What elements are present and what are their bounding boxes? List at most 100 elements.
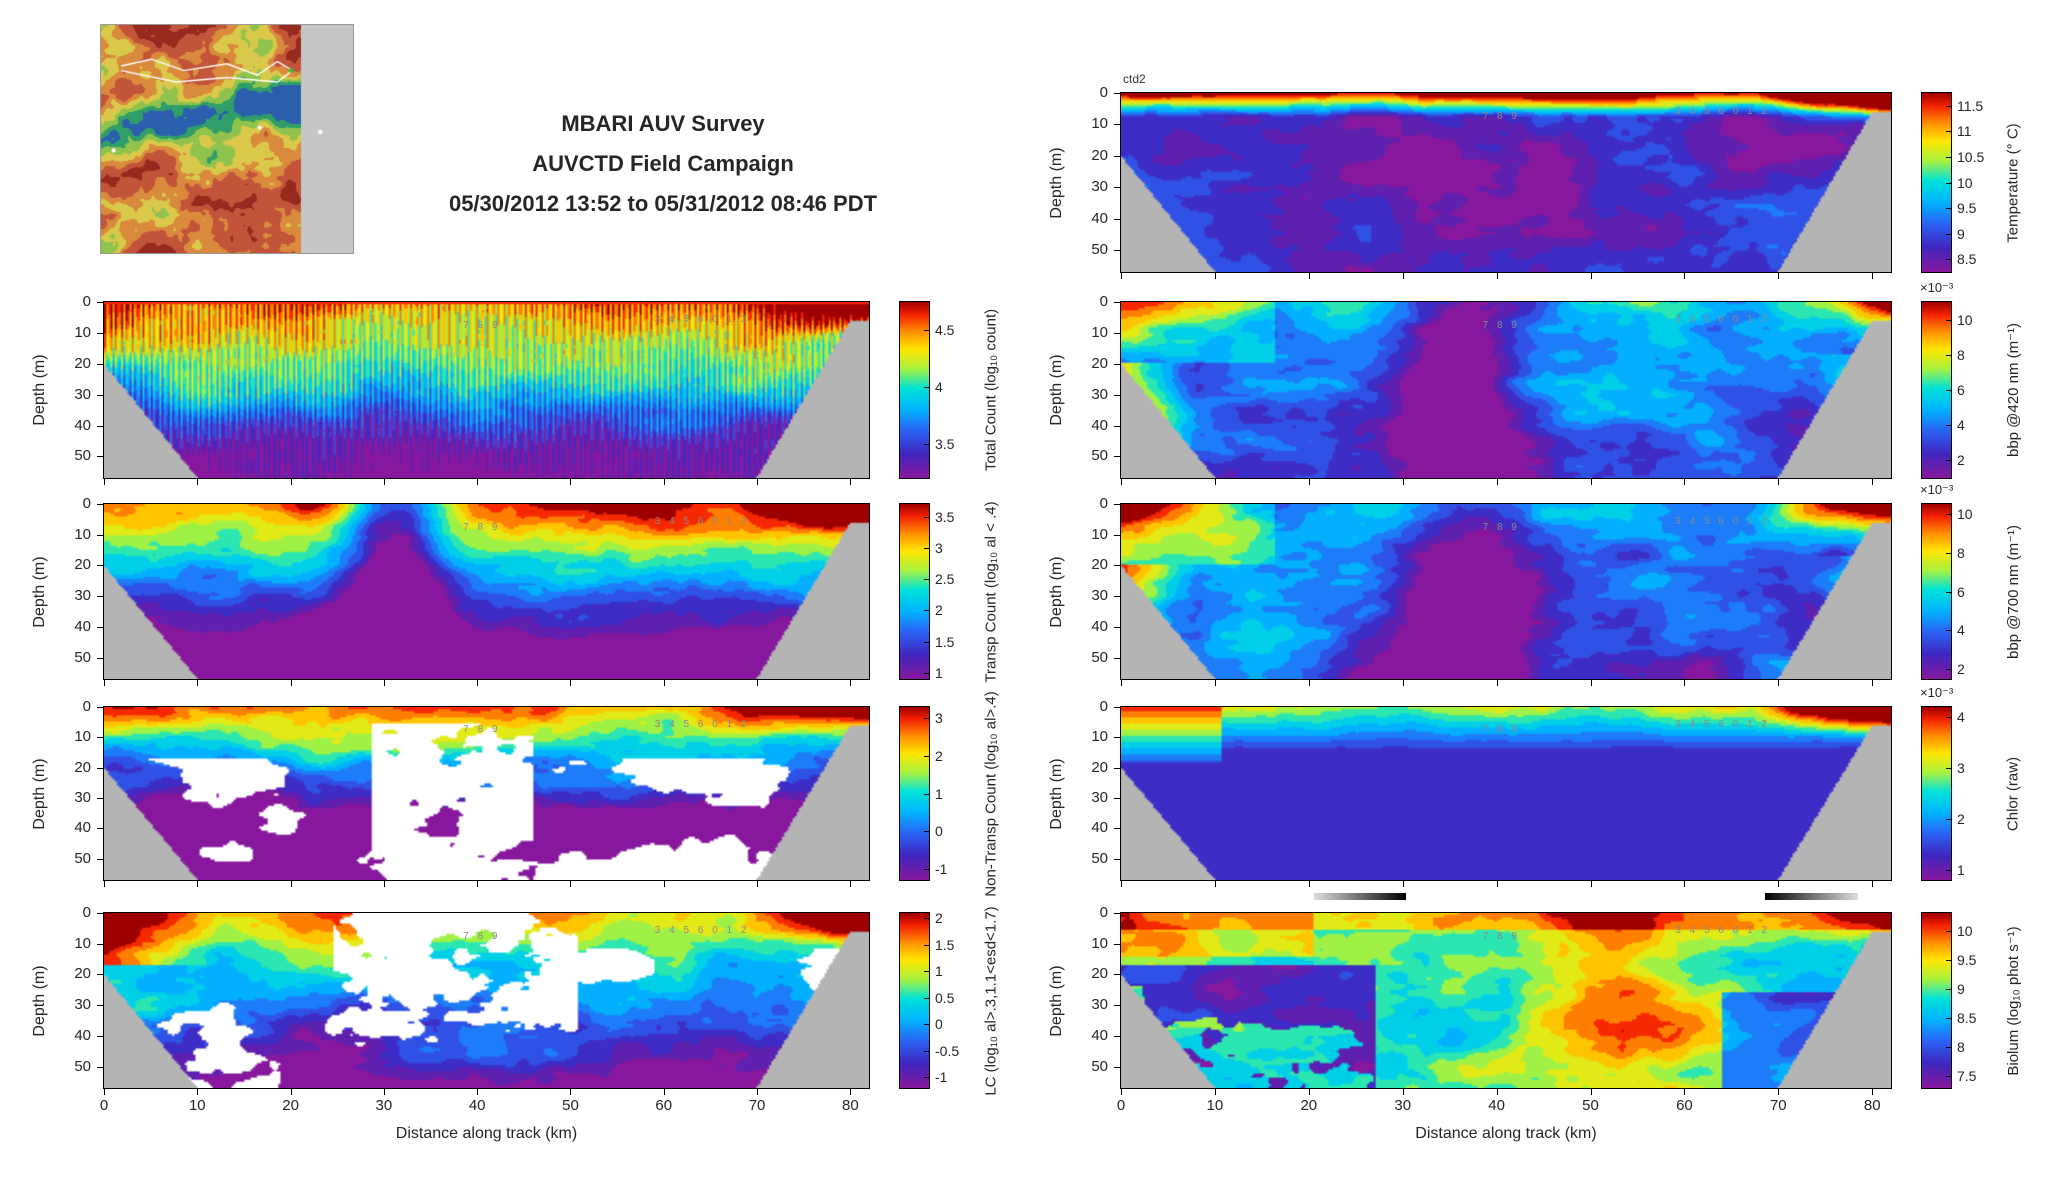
y-tick-mark	[1114, 565, 1120, 567]
y-tick-mark	[1114, 596, 1120, 598]
y-axis-label-nontransp_count: Depth (m)	[31, 757, 48, 830]
colorbar-tick-mark	[924, 831, 929, 833]
y-tick-mark	[1114, 1066, 1120, 1068]
y-tick-label: 30	[1091, 587, 1108, 605]
y-tick-label: 0	[1099, 904, 1108, 921]
y-tick-mark	[1114, 155, 1120, 157]
y-tick-label: 30	[74, 996, 91, 1014]
x-tick-mark	[104, 479, 105, 485]
y-tick-label: 10	[1091, 115, 1108, 133]
x-tick-mark	[850, 680, 852, 686]
colorbar-tick-label: 3	[1957, 760, 1965, 777]
y-tick-label: 50	[1091, 1057, 1108, 1075]
x-tick-mark	[1590, 881, 1592, 887]
y-tick-mark	[1114, 332, 1120, 334]
y-tick-mark	[97, 332, 103, 334]
waypoint-labels-mid: 7 8 9	[1482, 110, 1520, 122]
x-tick-label: 80	[1863, 1097, 1881, 1114]
y-tick-label: 20	[74, 354, 91, 372]
panel-bbp700	[1120, 503, 1892, 680]
x-tick-label: 80	[841, 1097, 859, 1114]
x-tick-label: 60	[655, 1097, 673, 1114]
x-tick-mark	[757, 680, 759, 686]
colorbar-tick-mark	[1946, 156, 1951, 158]
colorbar-tick-label: 8.5	[1957, 1010, 1977, 1026]
y-axis-label-chlor: Depth (m)	[1048, 757, 1065, 830]
y-tick-label: 20	[1091, 146, 1108, 164]
x-tick-mark	[1496, 881, 1498, 887]
colorbar-tick-mark	[1946, 131, 1951, 133]
colorbar-tick-mark	[1946, 105, 1951, 107]
y-tick-label: 30	[1091, 178, 1108, 196]
x-tick-mark	[197, 479, 199, 485]
y-tick-label: 10	[1091, 934, 1108, 952]
colorbar-tick-label: 9	[1957, 225, 1965, 242]
y-tick-mark	[97, 504, 103, 505]
colorbar-tick-label: 9.5	[1957, 200, 1977, 217]
colorbar-tick-label: 2	[1957, 661, 1965, 678]
y-tick-label: 40	[1091, 209, 1108, 227]
y-axis-label-transp_count: Depth (m)	[31, 555, 48, 628]
x-tick-mark	[290, 680, 292, 686]
daylight-strip-right	[1764, 893, 1858, 900]
y-tick-label: 40	[74, 819, 91, 837]
colorbar-tick-label: 3	[935, 539, 943, 556]
x-tick-label: 50	[1582, 1097, 1599, 1114]
colorbar-tick-mark	[924, 1024, 929, 1026]
y-tick-label: 0	[82, 904, 91, 921]
y-tick-mark	[1114, 187, 1120, 189]
y-tick-mark	[1114, 707, 1120, 708]
lc-heatmap	[104, 913, 869, 1088]
x-tick-mark	[1684, 273, 1686, 279]
x-tick-mark	[1778, 479, 1780, 485]
y-tick-label: 40	[1091, 617, 1108, 635]
colorbar-tick-mark	[1946, 425, 1951, 427]
x-tick-label: 20	[1300, 1097, 1318, 1114]
colorbar-tick-mark	[924, 997, 929, 999]
colorbar-tick-label: 0	[935, 1016, 943, 1033]
waypoint-labels-mid: 7 8 9	[463, 521, 501, 533]
colorbar-tick-label: 10	[1957, 505, 1973, 522]
biolum-heatmap	[1121, 913, 1891, 1088]
y-tick-mark	[97, 1035, 103, 1037]
waypoint-labels-right: 3 4 5 6 0 1 2	[1675, 516, 1770, 528]
y-axis-label-bbp420: Depth (m)	[1048, 354, 1065, 426]
colorbar-label-nontransp_count: Non-Transp Count (log₁₀ al>.4)	[982, 690, 1000, 897]
colorbar-tick-mark	[1946, 869, 1951, 871]
colorbar-tick-label: 2	[1957, 452, 1965, 469]
y-tick-label: 50	[1091, 447, 1108, 465]
colorbar-total_count	[899, 301, 930, 479]
x-tick-mark	[850, 1089, 852, 1095]
colorbar-tick-label: 0.5	[935, 989, 955, 1006]
x-tick-mark	[1308, 881, 1310, 887]
x-axis-label-right: Distance along track (km)	[1415, 1125, 1597, 1142]
x-tick-mark	[663, 680, 665, 686]
x-tick-label: 70	[1769, 1097, 1787, 1114]
waypoint-labels-mid: 7 8 9	[1482, 319, 1520, 331]
y-tick-mark	[97, 1066, 103, 1068]
colorbar-transp_count	[899, 503, 930, 680]
colorbar-tick-label: 10	[1957, 922, 1973, 939]
y-tick-label: 0	[1099, 293, 1108, 310]
x-tick-label: 70	[748, 1097, 766, 1114]
colorbar-label-lc: LC (log₁₀ al>.3,1.1<esd<1.7)	[982, 905, 1000, 1096]
x-tick-mark	[477, 479, 479, 485]
colorbar-tick-mark	[1946, 233, 1951, 235]
colorbar-tick-label: 8	[1957, 1039, 1965, 1056]
y-tick-mark	[1114, 534, 1120, 536]
panel-bbp420	[1120, 301, 1892, 479]
x-tick-mark	[1308, 1089, 1310, 1095]
y-tick-label: 30	[1091, 385, 1108, 403]
colorbar-tick-label: 9.5	[1957, 951, 1977, 968]
waypoint-labels-right: 3 4 5 6 0 1 2	[654, 314, 750, 326]
colorbar-tick-mark	[1946, 1018, 1951, 1019]
y-tick-mark	[1114, 93, 1120, 94]
x-tick-mark	[1496, 479, 1498, 485]
y-tick-label: 20	[1091, 758, 1108, 776]
temperature-heatmap	[1121, 93, 1891, 272]
x-tick-mark	[850, 881, 852, 887]
colorbar-tick-mark	[1946, 552, 1951, 554]
x-tick-mark	[1402, 881, 1404, 887]
colorbar-tick-label: 2	[935, 602, 943, 619]
x-tick-mark	[1496, 273, 1498, 279]
